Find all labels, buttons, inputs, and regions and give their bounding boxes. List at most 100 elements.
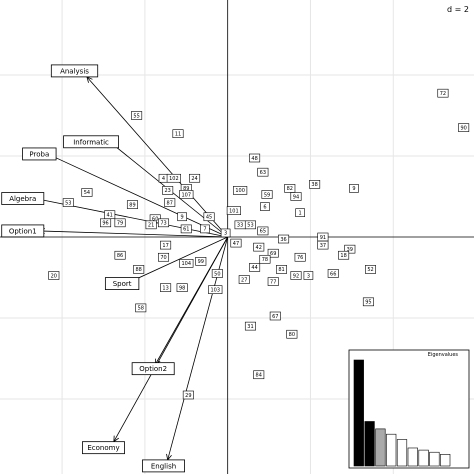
point-label-text: 3 [307,273,310,279]
point-label-text: 42 [256,245,262,251]
point-label-text: 90 [460,125,466,131]
eigenvalue-bar [407,447,418,467]
eigenvalues-title: Eigenvalues [428,352,459,358]
point-label-box [133,265,145,274]
point-label: 39 [344,244,356,254]
point-label-text: 9 [352,186,355,192]
variable-label-text: Option1 [9,227,37,235]
point-label-text: 33 [237,223,243,229]
point-label-text: 53 [247,223,253,229]
point-label: 20 [48,271,60,280]
point-label-text: 82 [287,186,293,192]
point-label-box [220,228,231,238]
point-label-box [200,224,210,234]
variable-label-text: English [151,462,176,470]
point-label-text: 77 [270,279,276,285]
point-label: 17 [160,240,172,250]
point-label: 94 [290,192,302,201]
variable-label: Algebra [1,192,45,205]
point-label-text: 29 [185,393,191,399]
variable-label-box [50,64,99,78]
point-label: 88 [133,265,145,274]
point-label-text: 67 [272,314,278,320]
point-label-text: 65 [260,229,266,235]
point-label: 37 [317,240,329,250]
point-label: 53 [244,220,256,230]
variable-label-box [104,277,140,290]
point-label-box [260,202,270,211]
variable-label: Informatic [63,135,119,149]
point-label-text: 31 [247,324,253,330]
point-label-text: 78 [262,257,268,263]
point-label-box [166,173,181,183]
point-label-text: 89 [129,202,135,208]
point-label-text: 50 [214,271,220,277]
point-label-box [249,263,261,272]
point-label-box [182,390,194,400]
point-label-box [233,186,248,195]
point-label: 87 [164,198,176,207]
point-label-text: 101 [229,208,239,214]
point-label-box [317,240,329,250]
point-label-box [172,129,184,138]
point-label: 24 [189,173,201,183]
eigenvalue-bar [396,439,408,467]
point-label: 54 [81,188,93,197]
point-label-box [180,224,192,234]
variable-label: Analysis [50,64,99,78]
point-label-text: 18 [340,253,346,259]
point-label-box [269,311,281,321]
point-label-box [195,257,207,266]
point-label: 23 [162,186,174,195]
point-label-box [278,234,290,244]
point-label-box [290,271,302,280]
point-label: 81 [276,265,288,274]
eigenvalue-bar [386,433,397,467]
point-label: 100 [233,186,248,195]
point-label-text: 92 [293,273,299,279]
point-label-text: 37 [320,243,326,249]
point-label-text: 21 [148,223,154,229]
variable-labels: Analysis Informatic Proba Algebra Option1 Spo… [1,64,185,473]
point-label-text: 94 [293,194,299,200]
point-label: 69 [267,248,279,258]
variable-label-box [1,224,45,238]
point-label-text: 88 [135,267,141,273]
variable-label-box [63,135,119,149]
point-label-box [189,173,201,183]
point-label: 36 [278,234,290,244]
variable-label: English [142,459,185,473]
point-label-box [309,180,321,189]
point-label-text: 70 [160,255,166,261]
variable-label-text: Sport [113,280,132,288]
point-label-box [257,167,269,177]
point-label: 52 [365,265,377,274]
point-label-box [284,184,296,193]
point-label-box [158,252,170,262]
point-label-text: 1 [299,210,302,216]
variable-label-text: Informatic [73,138,109,146]
variable-label-box [131,362,175,376]
eigenvalues-inset: Eigenvalues [348,349,470,469]
variable-label-box [82,441,125,455]
point-label-text: 9 [181,215,184,221]
point-label-box [114,218,126,228]
point-label: 7 [200,224,210,234]
point-label: 104 [179,259,194,268]
point-label-box [294,252,306,262]
point-label-text: 48 [251,156,257,162]
point-label: 47 [230,238,242,248]
variable-arrow [126,236,228,284]
point-label: 61 [180,224,192,234]
variable-arrow [47,153,228,238]
point-label: 6 [260,202,270,211]
eigenvalue-bar [418,449,429,467]
point-label-box [158,218,170,228]
point-label-box [249,153,261,163]
point-label-text: 61 [183,227,189,233]
eigenvalue-bar [440,454,451,467]
point-label-text: 63 [260,170,266,176]
variable-label-box [1,192,45,205]
point-label-box [176,283,188,292]
point-label-text: 44 [251,265,257,271]
